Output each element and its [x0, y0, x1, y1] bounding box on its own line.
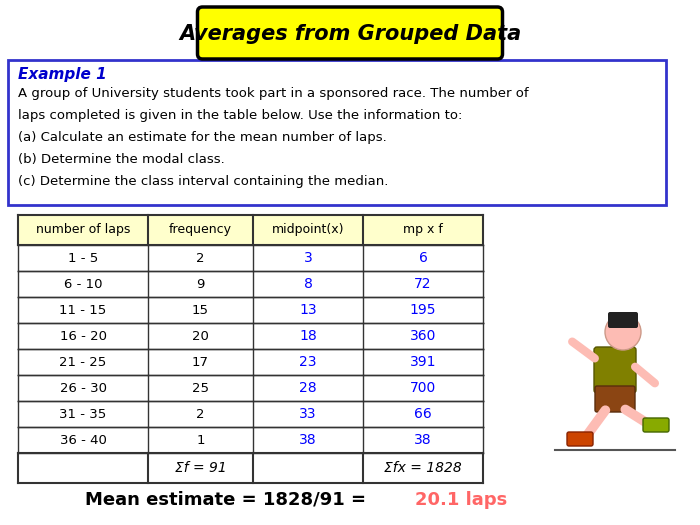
Text: 391: 391: [410, 355, 436, 369]
FancyBboxPatch shape: [567, 432, 593, 446]
Text: 9: 9: [196, 278, 204, 290]
Bar: [18, 401, 483, 427]
Text: 1 - 5: 1 - 5: [68, 251, 98, 265]
Bar: [18, 453, 483, 483]
Text: laps completed is given in the table below. Use the information to:: laps completed is given in the table bel…: [18, 109, 463, 121]
FancyArrowPatch shape: [635, 367, 655, 383]
Bar: [18, 215, 483, 245]
FancyBboxPatch shape: [594, 347, 636, 393]
Text: 25: 25: [192, 382, 209, 394]
Text: 20: 20: [192, 330, 209, 342]
Text: 11 - 15: 11 - 15: [60, 303, 106, 317]
Bar: [18, 271, 483, 297]
Text: Example 1: Example 1: [18, 68, 106, 82]
Bar: [18, 349, 483, 375]
FancyArrowPatch shape: [587, 410, 606, 436]
Text: 17: 17: [192, 355, 209, 369]
Text: 6 - 10: 6 - 10: [64, 278, 102, 290]
Text: A group of University students took part in a sponsored race. The number of: A group of University students took part…: [18, 87, 528, 100]
Text: 1: 1: [196, 434, 204, 446]
Text: (c) Determine the class interval containing the median.: (c) Determine the class interval contain…: [18, 174, 388, 187]
Text: midpoint(x): midpoint(x): [272, 224, 344, 236]
FancyBboxPatch shape: [595, 386, 635, 412]
Text: 195: 195: [410, 303, 436, 317]
Bar: [18, 297, 483, 323]
FancyBboxPatch shape: [643, 418, 669, 432]
Text: 21 - 25: 21 - 25: [60, 355, 106, 369]
Text: (a) Calculate an estimate for the mean number of laps.: (a) Calculate an estimate for the mean n…: [18, 131, 386, 143]
Text: 38: 38: [414, 433, 432, 447]
Text: 28: 28: [299, 381, 317, 395]
Text: 13: 13: [299, 303, 317, 317]
Text: 16 - 20: 16 - 20: [60, 330, 106, 342]
Text: Σf = 91: Σf = 91: [174, 461, 226, 475]
Bar: [8, 60, 666, 205]
Text: 3: 3: [304, 251, 312, 265]
Text: 15: 15: [192, 303, 209, 317]
Text: 20.1 laps: 20.1 laps: [415, 491, 508, 509]
FancyArrowPatch shape: [572, 342, 595, 359]
Text: mp x f: mp x f: [403, 224, 443, 236]
Bar: [18, 427, 483, 453]
Text: 2: 2: [196, 407, 204, 421]
FancyBboxPatch shape: [608, 312, 638, 328]
Text: Mean estimate = 1828/91 =: Mean estimate = 1828/91 =: [85, 491, 372, 509]
Text: number of laps: number of laps: [36, 224, 130, 236]
Text: 700: 700: [410, 381, 436, 395]
Text: 23: 23: [300, 355, 316, 369]
Text: 38: 38: [299, 433, 317, 447]
Text: 31 - 35: 31 - 35: [60, 407, 106, 421]
Text: Averages from Grouped Data: Averages from Grouped Data: [179, 24, 521, 44]
Text: 360: 360: [410, 329, 436, 343]
FancyArrowPatch shape: [625, 410, 648, 424]
Text: Σfx = 1828: Σfx = 1828: [384, 461, 462, 475]
Text: 2: 2: [196, 251, 204, 265]
Circle shape: [605, 314, 641, 350]
Text: 8: 8: [304, 277, 312, 291]
Text: 6: 6: [419, 251, 428, 265]
Text: 36 - 40: 36 - 40: [60, 434, 106, 446]
Text: 66: 66: [414, 407, 432, 421]
Text: 26 - 30: 26 - 30: [60, 382, 106, 394]
Text: frequency: frequency: [169, 224, 232, 236]
Text: (b) Determine the modal class.: (b) Determine the modal class.: [18, 152, 225, 165]
Bar: [18, 375, 483, 401]
Text: 18: 18: [299, 329, 317, 343]
Text: 72: 72: [414, 277, 432, 291]
Text: 33: 33: [300, 407, 316, 421]
Bar: [18, 245, 483, 271]
Bar: [18, 323, 483, 349]
FancyBboxPatch shape: [197, 7, 503, 59]
